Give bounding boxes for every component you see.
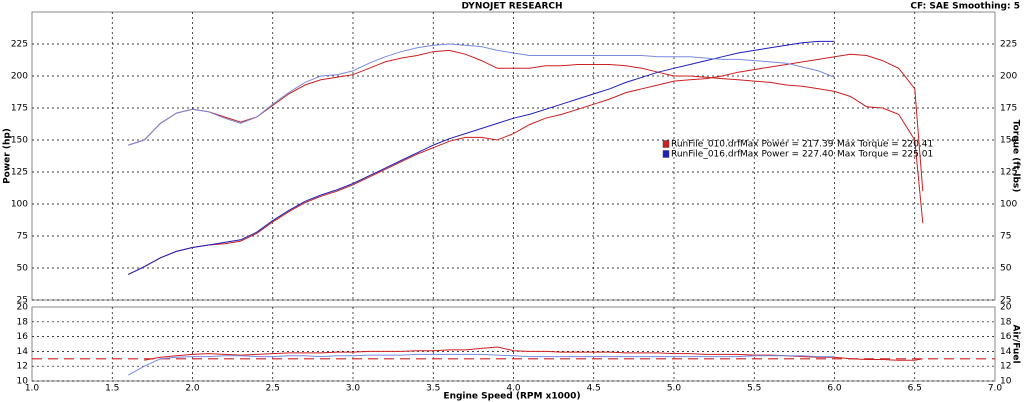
y-tick-label: 75 (17, 232, 28, 242)
legend-swatch (662, 140, 670, 148)
data-line (128, 53, 924, 275)
y-tick-label-right: 14 (1000, 347, 1012, 357)
y-tick-label: 200 (11, 72, 28, 82)
legend-annotation: Max Torque = 220.41 (837, 140, 933, 150)
data-line (128, 43, 835, 146)
y-tick-label: 225 (11, 40, 28, 50)
y-tick-label: 14 (17, 347, 29, 357)
legend-annotation: Max Power = 217.39 (740, 140, 834, 150)
legend-label: RunFile_010.drf (671, 140, 741, 150)
y-tick-label: 20 (17, 303, 29, 313)
y-tick-label-right: 16 (1000, 332, 1012, 342)
legend-annotation: Max Torque = 225.01 (837, 150, 933, 160)
x-tick-label: 2.0 (185, 384, 200, 394)
x-tick-label: 5.5 (747, 384, 761, 394)
y-tick-label: 150 (11, 136, 28, 146)
y-tick-label-right: 18 (1000, 317, 1012, 327)
afr-axis-label: Air/Fuel (1011, 324, 1021, 363)
x-tick-label: 7.0 (988, 384, 1003, 394)
y-tick-label-right: 10 (1000, 377, 1012, 387)
y2-tick-label: 50 (1000, 264, 1012, 274)
y-tick-label-right: 12 (1000, 362, 1011, 372)
y2-tick-label: 175 (1000, 104, 1017, 114)
y-tick-label: 175 (11, 104, 28, 114)
y2-tick-label: 150 (1000, 136, 1017, 146)
x-tick-label: 6.5 (908, 384, 922, 394)
y2-tick-label: 225 (1000, 40, 1017, 50)
y-tick-label: 125 (11, 168, 28, 178)
y-axis-label: Power (hp) (3, 128, 13, 184)
x-tick-label: 3.0 (346, 384, 361, 394)
chart-title: DYNOJET RESEARCH (461, 2, 562, 12)
y2-tick-label: 100 (1000, 200, 1017, 210)
legend-swatch (662, 150, 670, 158)
data-line (144, 346, 923, 361)
y2-axis-label: Torque (ft-lbs) (1011, 120, 1021, 193)
x-tick-label: 4.5 (587, 384, 601, 394)
x-tick-label: 5.0 (667, 384, 682, 394)
x-tick-label: 1.0 (25, 384, 40, 394)
chart-subtitle: CF: SAE Smoothing: 5 (910, 2, 1020, 12)
legend-label: RunFile_016.drf (671, 150, 741, 160)
data-line (128, 353, 835, 376)
y-tick-label: 25 (17, 296, 28, 306)
x-tick-label: 3.5 (426, 384, 440, 394)
y-tick-label: 50 (17, 264, 29, 274)
x-tick-label: 2.5 (266, 384, 280, 394)
y-tick-label: 18 (17, 317, 29, 327)
legend-annotation: Max Power = 227.40 (740, 150, 834, 160)
data-line (128, 40, 835, 275)
x-tick-label: 4.0 (506, 384, 521, 394)
x-tick-label: 1.5 (105, 384, 119, 394)
y-tick-label: 16 (17, 332, 29, 342)
y-tick-label: 10 (17, 377, 29, 387)
y-tick-label-right: 20 (1000, 303, 1012, 313)
y2-tick-label: 75 (1000, 232, 1011, 242)
y2-tick-label: 200 (1000, 72, 1017, 82)
x-tick-label: 6.0 (827, 384, 842, 394)
x-axis-label: Engine Speed (RPM x1000) (443, 392, 580, 402)
y2-tick-label: 25 (1000, 296, 1011, 306)
y-tick-label: 100 (11, 200, 28, 210)
y2-tick-label: 125 (1000, 168, 1017, 178)
y-tick-label: 12 (17, 362, 28, 372)
